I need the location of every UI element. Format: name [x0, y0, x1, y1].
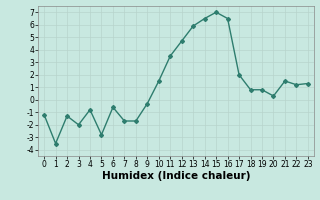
X-axis label: Humidex (Indice chaleur): Humidex (Indice chaleur)	[102, 171, 250, 181]
